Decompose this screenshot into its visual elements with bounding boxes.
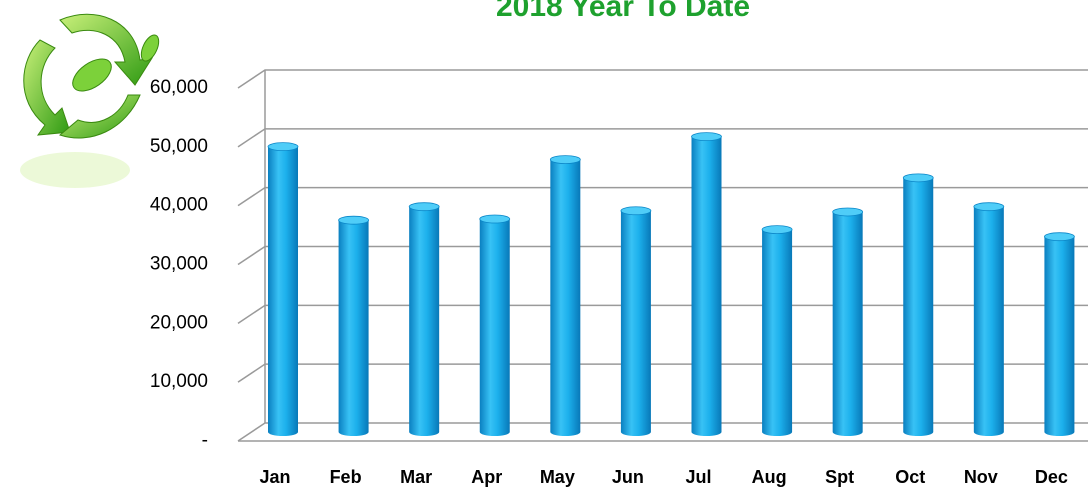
y-tick-label: 50,000 — [150, 136, 208, 157]
x-tick-label: Apr — [471, 467, 502, 487]
y-tick-label: 10,000 — [150, 371, 208, 392]
bar-part — [974, 207, 1004, 436]
bar-part — [833, 208, 863, 216]
bar-part — [903, 178, 933, 436]
x-tick-label: Jan — [259, 467, 290, 487]
bar — [409, 203, 439, 436]
logo — [20, 14, 162, 188]
bar-part — [409, 207, 439, 436]
bar-part — [692, 137, 722, 436]
bar — [1044, 233, 1074, 436]
bar — [762, 226, 792, 436]
bar-part — [409, 203, 439, 211]
bar-part — [339, 220, 369, 436]
page: 2018 Year To Date - 10,000 20,000 30,000 40,… — [0, 0, 1088, 492]
bar-part — [339, 216, 369, 224]
y-tick-label: - — [202, 430, 208, 451]
bar-part — [1044, 233, 1074, 241]
bar-part — [480, 215, 510, 223]
bar — [621, 207, 651, 436]
bar-part — [692, 133, 722, 141]
bar-part — [1044, 237, 1074, 436]
x-tick-label: Oct — [895, 467, 925, 487]
bar-part — [833, 212, 863, 436]
bar-part — [550, 160, 580, 436]
bar — [268, 143, 298, 436]
grid-line — [238, 70, 1088, 88]
x-tick-label: Spt — [825, 467, 854, 487]
bar-part — [550, 156, 580, 164]
bar — [480, 215, 510, 436]
chart: 2018 Year To Date - 10,000 20,000 30,000 40,… — [0, 0, 1088, 492]
bar-part — [268, 143, 298, 151]
y-tick-label: 40,000 — [150, 195, 208, 216]
bar-part — [974, 203, 1004, 211]
bar — [550, 156, 580, 436]
x-tick-label: May — [540, 467, 575, 487]
y-tick-label: 30,000 — [150, 254, 208, 275]
x-tick-label: Nov — [964, 467, 998, 487]
y-tick-label: 60,000 — [150, 77, 208, 98]
x-tick-label: Dec — [1035, 467, 1068, 487]
chart-title: 2018 Year To Date — [496, 0, 750, 23]
grid-line — [238, 188, 1088, 206]
y-tick-label: 20,000 — [150, 312, 208, 333]
x-tick-label: Jul — [685, 467, 711, 487]
grid-line — [238, 129, 1088, 147]
x-tick-label: Feb — [330, 467, 362, 487]
bar-part — [621, 207, 651, 215]
bar-part — [480, 219, 510, 436]
bar — [339, 216, 369, 436]
x-tick-label: Aug — [752, 467, 787, 487]
bar — [903, 174, 933, 436]
bar-part — [762, 230, 792, 436]
bar-part — [268, 147, 298, 436]
x-tick-label: Jun — [612, 467, 644, 487]
x-tick-label: Mar — [400, 467, 432, 487]
bar-part — [903, 174, 933, 182]
bar-part — [762, 226, 792, 234]
bar — [833, 208, 863, 436]
bar — [692, 133, 722, 436]
bar — [974, 203, 1004, 436]
bar-part — [621, 211, 651, 436]
